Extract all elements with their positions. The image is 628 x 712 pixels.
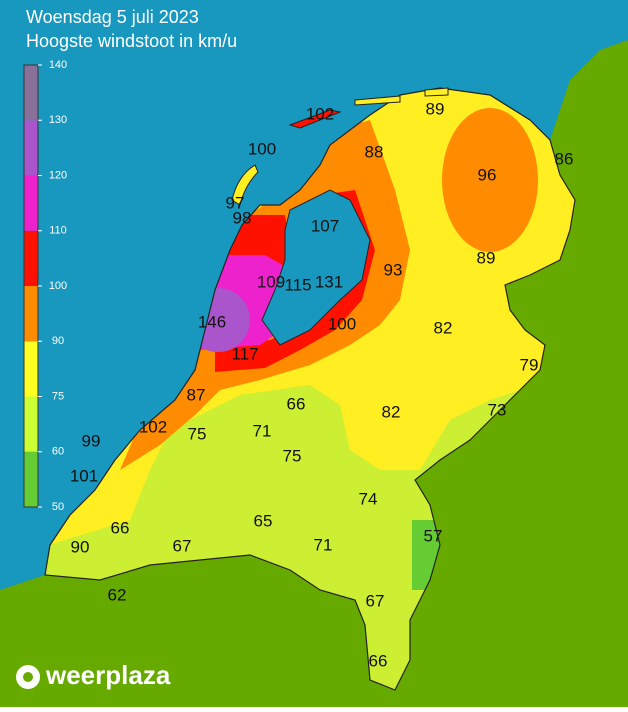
- wind-gust-value: 79: [520, 355, 539, 374]
- wind-gust-value: 89: [477, 248, 496, 267]
- legend: 50 60 75 90 100 110 120 130 140: [23, 59, 67, 513]
- wind-gust-value: 71: [314, 535, 333, 554]
- wind-gust-value: 107: [311, 216, 339, 235]
- wind-gust-value: 109: [257, 272, 285, 291]
- wind-gust-value: 66: [111, 518, 130, 537]
- wind-gust-value: 75: [283, 446, 302, 465]
- wind-gust-value: 93: [384, 260, 403, 279]
- legend-tick-label: 130: [49, 114, 67, 126]
- logo-icon-inner: [23, 672, 33, 682]
- wind-gust-value: 86: [555, 149, 574, 168]
- wind-gust-value: 87: [187, 385, 206, 404]
- wind-gust-value: 57: [424, 526, 443, 545]
- brand-logo: weerplaza: [16, 660, 171, 690]
- wind-gust-value: 102: [139, 417, 167, 436]
- wind-gust-value: 67: [173, 536, 192, 555]
- wind-gust-value: 131: [315, 272, 343, 291]
- legend-band: [24, 341, 38, 397]
- wind-gust-value: 100: [328, 314, 356, 333]
- wind-gust-value: 146: [198, 312, 226, 331]
- islands: [231, 87, 449, 206]
- wind-gust-value: 74: [359, 489, 378, 508]
- island: [424, 87, 449, 97]
- wind-gust-value: 102: [306, 104, 334, 123]
- wind-gust-value: 96: [478, 165, 497, 184]
- subtitle: Hoogste windstoot in km/u: [26, 31, 237, 51]
- legend-band: [24, 175, 38, 231]
- wind-gust-value: 66: [287, 394, 306, 413]
- legend-tick-label: 120: [49, 169, 67, 181]
- wind-gust-value: 101: [70, 466, 98, 485]
- wind-gust-value: 67: [366, 591, 385, 610]
- legend-band: [24, 286, 38, 342]
- legend-tick-label: 50: [52, 501, 64, 513]
- legend-band: [24, 230, 38, 286]
- wind-gust-value: 71: [253, 421, 272, 440]
- zone-red: [215, 190, 375, 372]
- wind-gust-value: 65: [254, 511, 273, 530]
- wind-gust-value: 115: [284, 275, 311, 294]
- brand: weerplaza: [45, 660, 171, 690]
- wind-gust-value: 117: [231, 344, 258, 363]
- wind-gust-value: 82: [434, 318, 453, 337]
- wind-gust-value: 62: [108, 585, 127, 604]
- legend-tick-label: 140: [49, 59, 67, 71]
- wind-gust-value: 88: [365, 142, 384, 161]
- legend-tick-label: 75: [52, 390, 64, 402]
- island: [288, 109, 342, 129]
- legend-band: [24, 396, 38, 452]
- island: [231, 164, 259, 206]
- wind-gust-value: 75: [188, 424, 207, 443]
- legend-tick-label: 90: [52, 335, 64, 347]
- wind-gust-value: 97: [226, 193, 245, 212]
- zone-orange: [442, 108, 538, 252]
- wind-gust-value: 89: [426, 99, 445, 118]
- legend-tick-label: 100: [49, 280, 67, 292]
- ijsselmeer: [261, 189, 371, 346]
- legend-band: [24, 451, 38, 507]
- legend-tick-label: 60: [52, 446, 64, 458]
- wind-gust-value: 99: [82, 431, 101, 450]
- wind-gust-value: 66: [369, 651, 388, 670]
- surrounding-land: [0, 40, 628, 707]
- wind-gust-value: 82: [382, 402, 401, 421]
- legend-band: [24, 65, 38, 121]
- legend-tick-label: 110: [49, 225, 67, 237]
- wind-gust-value: 90: [71, 537, 90, 556]
- wind-gust-value: 73: [488, 400, 507, 419]
- legend-band: [24, 120, 38, 176]
- wind-gust-value: 98: [233, 208, 252, 227]
- title: Woensdag 5 juli 2023: [26, 7, 199, 27]
- wind-gust-value: 100: [248, 139, 276, 158]
- island: [354, 95, 401, 106]
